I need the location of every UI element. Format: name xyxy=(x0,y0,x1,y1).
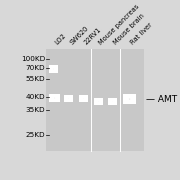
Text: 70KD: 70KD xyxy=(25,65,45,71)
Text: 100KD: 100KD xyxy=(21,56,45,62)
Text: 22RV1: 22RV1 xyxy=(83,27,103,46)
Bar xyxy=(46,49,144,151)
Text: SW620: SW620 xyxy=(69,25,89,46)
Text: 55KD: 55KD xyxy=(25,76,45,82)
Text: Rat liver: Rat liver xyxy=(129,22,153,46)
Text: Mouse pancreas: Mouse pancreas xyxy=(98,3,141,46)
Text: 40KD: 40KD xyxy=(25,94,45,100)
Text: 35KD: 35KD xyxy=(25,107,45,113)
Text: — AMT: — AMT xyxy=(146,95,177,104)
Text: LO2: LO2 xyxy=(54,33,67,46)
Text: 25KD: 25KD xyxy=(25,132,45,138)
Text: Mouse brain: Mouse brain xyxy=(113,13,146,46)
